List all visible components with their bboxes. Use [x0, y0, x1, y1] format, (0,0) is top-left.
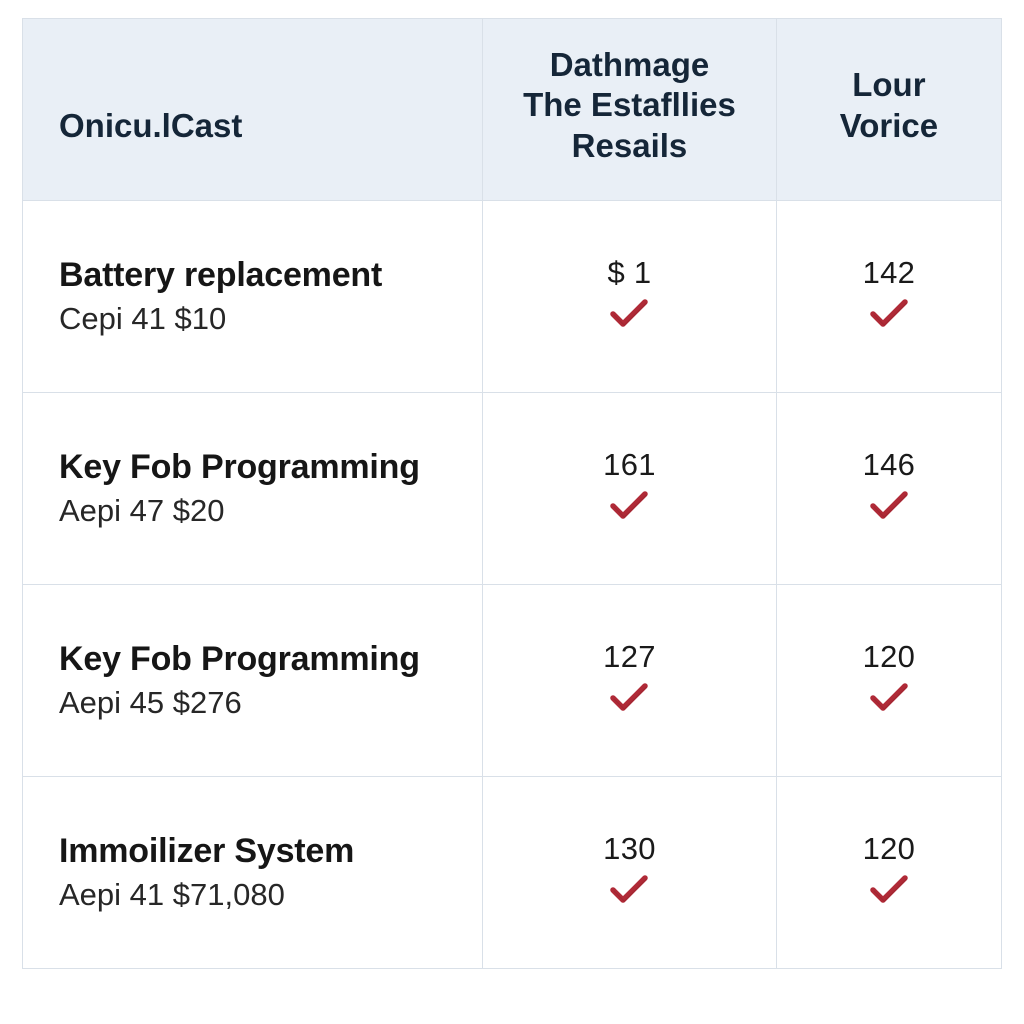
right-value: 120 [785, 831, 993, 867]
right-value-cell: 146 [776, 392, 1001, 584]
col-header-right: Lour Vorice [776, 19, 1001, 201]
check-icon [609, 489, 649, 521]
col-header-mid: Dathmage The Estafllies Resails [483, 19, 777, 201]
service-title: Battery replacement [59, 256, 464, 295]
service-name-cell: Immoilizer System Aepi 41 $71,080 [23, 776, 483, 968]
service-title: Key Fob Programming [59, 640, 464, 679]
service-subtitle: Cepi 41 $10 [59, 301, 464, 337]
check-icon [869, 489, 909, 521]
right-value: 142 [785, 255, 993, 291]
check-icon [869, 297, 909, 329]
service-title: Immoilizer System [59, 832, 464, 871]
check-icon [609, 873, 649, 905]
right-value-cell: 142 [776, 200, 1001, 392]
col-header-right-line1: Lour [852, 66, 925, 103]
table-row: Immoilizer System Aepi 41 $71,080 130 120 [23, 776, 1002, 968]
check-icon [609, 297, 649, 329]
service-name-cell: Key Fob Programming Aepi 47 $20 [23, 392, 483, 584]
mid-value-cell: 130 [483, 776, 777, 968]
table-header-row: Onicu.lCast Dathmage The Estafllies Resa… [23, 19, 1002, 201]
col-header-right-line2: Vorice [840, 107, 938, 144]
check-icon [869, 873, 909, 905]
mid-value: 161 [491, 447, 768, 483]
col-header-name: Onicu.lCast [23, 19, 483, 201]
comparison-table: Onicu.lCast Dathmage The Estafllies Resa… [22, 18, 1002, 969]
service-title: Key Fob Programming [59, 448, 464, 487]
mid-value: 130 [491, 831, 768, 867]
table-row: Battery replacement Cepi 41 $10 $ 1 142 [23, 200, 1002, 392]
table-row: Key Fob Programming Aepi 47 $20 161 146 [23, 392, 1002, 584]
service-name-cell: Key Fob Programming Aepi 45 $276 [23, 584, 483, 776]
check-icon [609, 681, 649, 713]
mid-value-cell: 161 [483, 392, 777, 584]
right-value: 146 [785, 447, 993, 483]
mid-value: 127 [491, 639, 768, 675]
col-header-mid-line1: Dathmage [550, 46, 710, 83]
mid-value: $ 1 [491, 255, 768, 291]
service-name-cell: Battery replacement Cepi 41 $10 [23, 200, 483, 392]
service-subtitle: Aepi 41 $71,080 [59, 877, 464, 913]
service-subtitle: Aepi 47 $20 [59, 493, 464, 529]
mid-value-cell: $ 1 [483, 200, 777, 392]
check-icon [869, 681, 909, 713]
col-header-mid-line3: Resails [572, 127, 688, 164]
table-row: Key Fob Programming Aepi 45 $276 127 120 [23, 584, 1002, 776]
right-value-cell: 120 [776, 584, 1001, 776]
col-header-mid-line2: The Estafllies [523, 86, 736, 123]
right-value: 120 [785, 639, 993, 675]
service-subtitle: Aepi 45 $276 [59, 685, 464, 721]
right-value-cell: 120 [776, 776, 1001, 968]
mid-value-cell: 127 [483, 584, 777, 776]
